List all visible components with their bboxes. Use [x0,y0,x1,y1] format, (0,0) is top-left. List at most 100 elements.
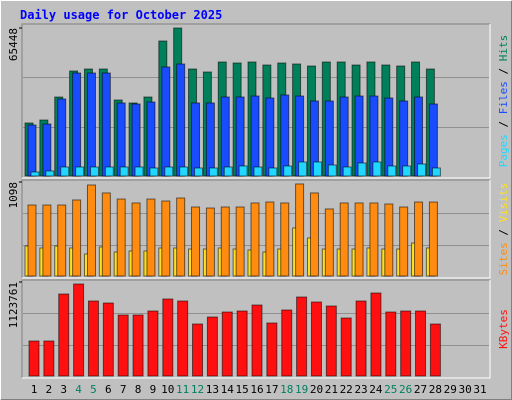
chart-title: Daily usage for October 2025 [20,8,222,22]
x-tick-label: 26 [399,383,412,396]
bar [384,203,394,277]
x-tick-label: 15 [236,383,249,396]
x-tick-label: 20 [310,383,323,396]
y-tick-label: 1123761 [7,282,20,328]
bar [116,198,126,277]
bar [60,166,70,177]
bar [265,201,275,277]
legend: Sites / Visits [497,183,510,276]
bar [176,63,186,177]
y-tick-label: 65448 [7,28,20,61]
legend-separator: / [497,222,510,242]
bar [384,97,394,177]
bar [192,323,204,377]
bar [253,166,263,177]
bar [220,206,230,277]
bar [42,123,52,177]
legend-entry: Pages [497,134,510,167]
bar [236,310,248,377]
plot-bevel-dark [21,179,490,278]
bar [177,300,189,377]
bar [146,198,156,277]
bar [162,298,174,377]
bar [223,166,233,177]
x-tick-label: 13 [206,383,219,396]
bar [104,166,114,177]
bar [309,192,319,277]
bar [428,103,438,177]
x-tick-label: 18 [280,383,293,396]
x-tick-label: 24 [369,383,383,396]
legend-entry: Hits [497,35,510,62]
bar [205,207,215,277]
bar [369,202,379,277]
bar [101,192,111,277]
bar [399,100,409,177]
x-tick-label: 6 [105,383,112,396]
bar [265,97,275,177]
bar [131,202,141,277]
bar [238,165,248,177]
bar [340,317,352,377]
legend-entry: Visits [497,183,510,223]
bar [399,206,409,277]
x-tick-label: 28 [429,383,442,396]
bar [147,310,159,377]
bar [206,316,218,377]
bar [42,204,52,277]
bar [400,310,412,377]
bar [417,163,427,177]
bar [72,72,82,177]
x-tick-label: 12 [191,383,204,396]
plot-bevel-light [22,24,491,179]
bar [86,72,96,177]
legend-separator: / [497,61,510,81]
x-tick-label: 14 [221,383,235,396]
bar [45,170,55,177]
x-tick-label: 3 [60,383,67,396]
bar [235,96,245,177]
plot-bevel-dark [21,279,490,378]
bar [58,293,70,377]
x-tick-label: 29 [444,383,457,396]
bar [116,102,126,177]
bar [28,340,40,377]
bar [250,95,260,177]
legend-separator: / [497,114,510,134]
x-tick-label: 5 [90,383,97,396]
bar [27,204,37,277]
bar [72,199,82,277]
x-tick-label: 23 [354,383,367,396]
bar [134,166,144,177]
plot-bevel-dark [21,23,490,178]
bar [30,171,40,177]
bar [164,166,174,177]
bar [339,96,349,177]
bar [208,167,218,177]
bar [310,301,322,377]
legend-entry: Sites [497,242,510,275]
bar [339,202,349,277]
x-tick-label: 10 [161,383,174,396]
bar [312,161,322,177]
bar [176,197,186,277]
bar [89,166,99,177]
bar [191,206,201,277]
bar [370,292,382,377]
bar [414,201,424,277]
bar [385,311,397,377]
bar [354,202,364,277]
bar [428,201,438,277]
bar [295,183,305,277]
x-tick-label: 21 [325,383,338,396]
bar [161,200,171,277]
bar [149,167,159,177]
bar [431,167,441,177]
bar [146,101,156,177]
bar [429,323,441,377]
bar [268,167,278,177]
x-tick-label: 8 [135,383,142,396]
x-tick-label: 25 [384,383,397,396]
